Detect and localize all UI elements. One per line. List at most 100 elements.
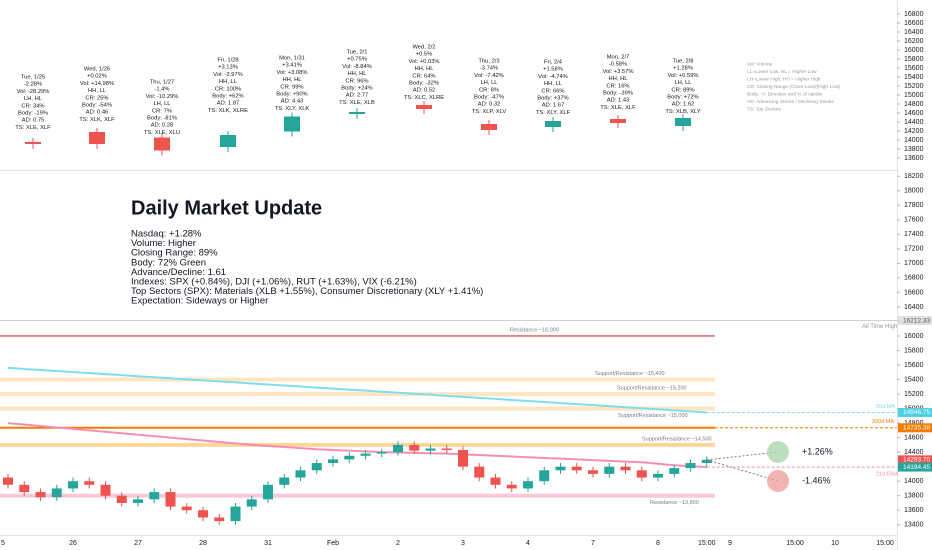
candle-body: [198, 510, 208, 518]
level-band: [0, 392, 715, 397]
y-tick-label: 16600: [904, 289, 924, 296]
card-line: HH, HL: [347, 71, 367, 77]
card-line: Body: +62%: [212, 94, 243, 100]
candle-body: [84, 481, 95, 485]
card-line: CR: 7%: [152, 108, 172, 114]
price-tag-label: 14293.70: [903, 457, 930, 464]
projection-arrow: [706, 459, 779, 482]
summary-line: Expectation: Sideways or Higher: [131, 296, 268, 307]
x-tick-label: Feb: [327, 540, 339, 547]
card-line: CR: 66%: [541, 88, 564, 94]
y2-tick-label: 14000: [904, 137, 924, 144]
candle-body: [490, 477, 501, 485]
y2-tick-label: 16600: [904, 20, 924, 27]
y2-tick-label: 16800: [904, 11, 924, 18]
card-line: AD: 4.43: [281, 99, 304, 105]
candle-body: [279, 477, 290, 485]
card-line: TS: XLY, XLF: [536, 110, 571, 116]
y2-tick-label: 14200: [904, 128, 924, 135]
card-line: Body: +24%: [341, 86, 372, 92]
ma-name: 21d EMA: [876, 472, 899, 478]
y2-tick-label: 14400: [904, 119, 924, 126]
x-tick-label: 15:00: [786, 540, 804, 547]
card-line: AD: 2.77: [346, 93, 369, 99]
projection-circle: [767, 441, 789, 463]
card-line: +3.13%: [218, 65, 238, 71]
candle-body: [295, 470, 306, 478]
x-tick-label: 8: [656, 540, 660, 547]
candle-body: [68, 481, 78, 489]
card-line: Vol: +14.98%: [80, 81, 114, 87]
card-line: TS: XLB, XLY: [665, 109, 700, 115]
card-line: HH, HL: [608, 76, 628, 82]
card-line: TS: XLP, XLV: [472, 109, 507, 115]
candle-body: [35, 492, 46, 498]
y2-tick-label: 16200: [904, 38, 924, 45]
card-line: -1.4%: [154, 87, 169, 93]
card-line: TS: XLE, XLF: [15, 125, 51, 131]
level-label: Support/Resistance ~14,500: [642, 436, 712, 442]
level-label: Resistance ~16,000: [510, 327, 559, 333]
y2-tick-label: 14600: [904, 110, 924, 117]
legend-note: LL=Lower Low, HL = Higher Low: [747, 69, 817, 75]
candle-body: [133, 499, 143, 503]
card-line: Body: -81%: [147, 116, 177, 122]
candle-body: [376, 452, 387, 454]
y-tick-label: 15200: [904, 391, 924, 398]
level-band: [0, 442, 715, 447]
level-label: Support/Resistance ~15,400: [595, 371, 665, 377]
candle-body: [506, 484, 517, 489]
candle-body: [3, 477, 13, 485]
card-line: CR: 16%: [606, 83, 629, 89]
card-line: CR: 64%: [412, 73, 435, 79]
card-candle-body: [545, 121, 561, 127]
card-line: Mon, 1/31: [279, 56, 305, 62]
card-line: HH, HL: [282, 77, 302, 83]
candle-body: [214, 517, 225, 522]
y-tick-label: 15400: [904, 376, 924, 383]
y-tick-label: 17400: [904, 231, 924, 238]
ma200-name: 200d MA: [872, 419, 894, 425]
x-tick-label: 9: [728, 540, 732, 547]
card-line: AD: 0.46: [86, 110, 109, 116]
card-line: Tue, 2/8: [672, 59, 693, 65]
card-candle-body: [154, 137, 170, 151]
candle-body: [636, 470, 647, 478]
card-candle-body: [416, 105, 432, 109]
card-line: HH, HL: [414, 66, 434, 72]
all-time-high-label: All Time High: [862, 324, 897, 330]
candle-body: [669, 468, 680, 474]
card-line: TS: XLK, XLF: [79, 117, 115, 123]
card-candle-body: [610, 119, 626, 123]
price-tag-label: 14735.38: [903, 425, 930, 432]
card-line: Body: -47%: [474, 95, 504, 101]
card-line: HH, LL: [219, 79, 238, 85]
card-line: Vol: +3.08%: [276, 70, 307, 76]
y-tick-label: 17600: [904, 217, 924, 224]
candle-body: [100, 484, 111, 496]
card-line: Vol: -4.74%: [538, 74, 568, 80]
candle-body: [523, 481, 533, 489]
level-label: Resistance ~13,800: [650, 500, 699, 506]
candle-body: [409, 444, 420, 451]
card-line: Body: +72%: [667, 95, 698, 101]
ma-line: [7, 366, 707, 414]
summary-line: Nasdaq: +1.28%: [131, 229, 202, 240]
card-line: Fri, 1/28: [217, 58, 238, 64]
y-tick-label: 13600: [904, 507, 924, 514]
card-line: Body: -19%: [18, 111, 48, 117]
y2-tick-label: 14800: [904, 101, 924, 108]
y-tick-label: 18200: [904, 173, 924, 180]
price-tag: [898, 316, 932, 326]
card-line: LH, LL: [480, 80, 498, 86]
y2-tick-label: 15400: [904, 74, 924, 81]
projection-label: -1.46%: [802, 475, 831, 485]
y-tick-label: 16000: [904, 333, 924, 340]
card-line: +0.75%: [347, 57, 367, 63]
price-tag: [898, 455, 932, 465]
level-band: [0, 493, 715, 498]
candle-body: [263, 484, 273, 500]
level-band: [0, 406, 715, 411]
card-candle-body: [675, 118, 691, 126]
card-line: AD: 0.52: [413, 88, 436, 94]
